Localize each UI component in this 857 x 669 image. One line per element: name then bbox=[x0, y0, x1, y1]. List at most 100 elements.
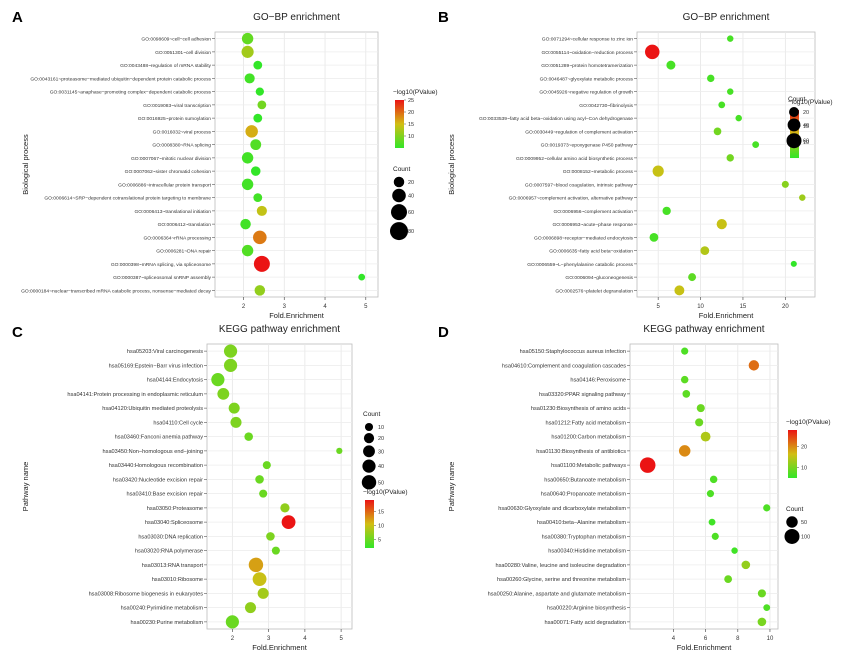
size-legend-label: 60 bbox=[803, 139, 809, 145]
color-legend-tick-label: 10 bbox=[801, 466, 807, 472]
color-legend-title: −log10(PValue) bbox=[788, 99, 833, 106]
size-legend-label: 40 bbox=[408, 194, 414, 200]
data-point bbox=[709, 475, 718, 484]
category-label: hsa00230:Purine metabolism bbox=[131, 620, 204, 626]
x-tick-label: 4 bbox=[672, 636, 676, 642]
size-legend-label: 60 bbox=[408, 210, 414, 216]
data-point bbox=[707, 74, 715, 83]
category-label: GO:0002576~platelet degranulation bbox=[555, 288, 633, 294]
category-label: GO:0006559~L−phenylalanine catabolic pro… bbox=[527, 262, 633, 268]
data-point bbox=[230, 416, 242, 428]
category-label: GO:0046487~glyoxylate metabolic process bbox=[540, 76, 634, 82]
data-point bbox=[241, 178, 254, 191]
category-label: GO:0051301~cell division bbox=[155, 50, 211, 56]
x-tick-label: 6 bbox=[704, 636, 708, 642]
data-point bbox=[259, 489, 268, 498]
category-label: GO:0006412~translation bbox=[158, 222, 212, 228]
x-axis-label: Fold.Enrichment bbox=[677, 643, 733, 652]
data-point bbox=[645, 44, 660, 60]
size-legend-dot bbox=[787, 118, 801, 132]
category-label: hsa01130:Biosynthesis of antibiotics bbox=[536, 449, 626, 455]
category-label: GO:0006635~fatty acid beta−oxidation bbox=[549, 249, 633, 255]
color-legend-tick-label: 10 bbox=[378, 523, 384, 529]
category-label: hsa03420:Nucleotide excision repair bbox=[113, 477, 203, 483]
data-point bbox=[748, 360, 760, 371]
x-axis-label: Fold.Enrichment bbox=[699, 311, 755, 320]
data-point bbox=[752, 141, 760, 149]
data-point bbox=[253, 60, 263, 70]
data-point bbox=[254, 285, 266, 296]
data-point bbox=[652, 165, 664, 177]
data-point bbox=[727, 88, 734, 95]
data-point bbox=[695, 418, 704, 427]
size-legend-label: 40 bbox=[378, 464, 384, 470]
x-tick-label: 5 bbox=[364, 304, 368, 310]
category-label: GO:0006953~acute−phase response bbox=[553, 222, 634, 228]
category-label: GO:0006957~complement activation, altern… bbox=[509, 196, 634, 202]
size-legend-dot bbox=[392, 188, 406, 203]
data-point bbox=[271, 546, 280, 555]
data-point bbox=[706, 490, 715, 498]
y-axis-label: Biological process bbox=[447, 134, 456, 195]
data-point bbox=[711, 532, 719, 540]
x-tick-label: 20 bbox=[782, 304, 789, 310]
plot-area bbox=[214, 31, 379, 298]
category-label: GO:0006886~intracellular protein transpo… bbox=[118, 182, 211, 188]
category-label: hsa04110:Cell cycle bbox=[153, 420, 203, 426]
data-point bbox=[225, 615, 239, 629]
category-label: hsa04144:Endocytosis bbox=[147, 378, 203, 384]
x-tick-label: 4 bbox=[303, 636, 307, 642]
category-label: GO:0006614~SRP−dependent cotranslational… bbox=[44, 196, 211, 202]
size-legend-dot bbox=[390, 222, 408, 241]
data-point bbox=[244, 432, 253, 441]
data-point bbox=[639, 457, 656, 473]
data-point bbox=[781, 180, 789, 188]
size-legend-label: 50 bbox=[801, 520, 807, 526]
data-point bbox=[241, 244, 254, 257]
data-point bbox=[217, 387, 230, 400]
category-label: hsa04120:Ubiquitin mediated proteolysis bbox=[102, 406, 203, 412]
category-label: GO:0019373~epoxygenase P450 pathway bbox=[541, 143, 634, 149]
data-point bbox=[223, 344, 238, 358]
data-point bbox=[241, 32, 254, 45]
panel-letter-A: A bbox=[12, 9, 23, 26]
category-label: hsa05150:Staphylococcus aureus infection bbox=[520, 349, 626, 355]
data-point bbox=[726, 154, 734, 162]
data-point bbox=[680, 375, 689, 384]
category-label: hsa03320:PPAR signaling pathway bbox=[539, 392, 626, 398]
data-point bbox=[674, 285, 685, 296]
category-label: GO:0000398~mRNA splicing, via spliceosom… bbox=[111, 262, 211, 268]
category-label: hsa03013:RNA transport bbox=[142, 563, 204, 569]
category-label: hsa03020:RNA polymerase bbox=[135, 549, 203, 555]
category-label: GO:0019083~viral transcription bbox=[143, 103, 211, 109]
category-label: hsa01200:Carbon metabolism bbox=[551, 435, 626, 441]
size-legend-dot bbox=[784, 528, 800, 544]
data-point bbox=[731, 547, 738, 554]
color-legend-tick-label: 10 bbox=[408, 134, 414, 140]
data-point bbox=[252, 572, 267, 587]
category-label: hsa00071:Fatty acid degradation bbox=[545, 620, 626, 626]
category-label: hsa00340:Histidine metabolism bbox=[548, 549, 626, 555]
chart-title: GO−BP enrichment bbox=[253, 12, 340, 23]
x-tick-label: 3 bbox=[283, 304, 287, 310]
data-point bbox=[649, 232, 659, 242]
size-legend-label: 20 bbox=[378, 436, 384, 442]
data-point bbox=[250, 139, 262, 151]
category-label: GO:0006956~complement activation bbox=[553, 209, 633, 215]
y-axis-label: Biological process bbox=[21, 134, 30, 195]
category-label: hsa00630:Glyoxylate and dicarboxylate me… bbox=[498, 506, 626, 512]
size-legend-dot bbox=[364, 422, 374, 432]
panel-B: B GO−BP enrichment 5 10 15 20 Fold.Enrichment B… bbox=[438, 9, 833, 320]
x-tick-label: 3 bbox=[267, 636, 271, 642]
category-label: GO:0030449~regulation of complement acti… bbox=[525, 129, 633, 135]
data-point bbox=[763, 504, 771, 512]
data-point bbox=[799, 194, 806, 201]
x-tick-label: 2 bbox=[242, 304, 246, 310]
size-legend-dot bbox=[391, 204, 407, 221]
size-legend-label: 30 bbox=[378, 449, 384, 455]
category-label: GO:0043488~regulation of mRNA stability bbox=[120, 63, 211, 69]
category-label: GO:0016925~protein sumoylation bbox=[138, 116, 212, 122]
size-legend-dot bbox=[786, 133, 802, 149]
data-point bbox=[244, 73, 255, 84]
